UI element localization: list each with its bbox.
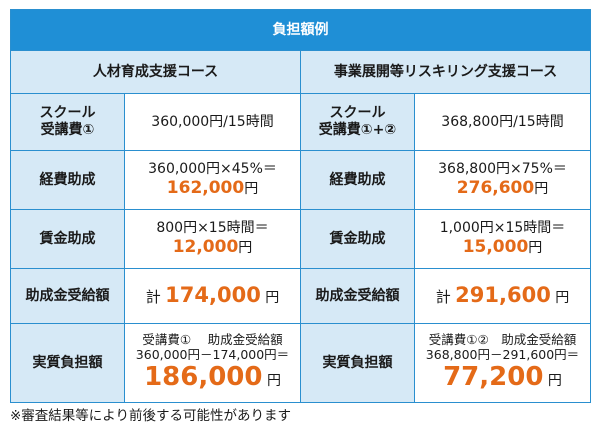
yen-unit: 円 xyxy=(244,181,259,198)
amount-text: 12,000 xyxy=(172,237,239,258)
amount-text: 174,000 xyxy=(165,283,261,308)
label-line: スクール xyxy=(39,105,96,122)
label-line: 受講費①+② xyxy=(318,122,397,138)
expense-subsidy-label-left: 経費助成 xyxy=(10,150,125,210)
cost-table: 負担額例 人材育成支援コース 事業展開等リスキリング支援コース スクール 受講費… xyxy=(10,9,591,403)
yen-unit: 円 xyxy=(238,240,253,257)
formula-text: 360,000円×45%＝ xyxy=(148,161,277,178)
expense-subsidy-value-left: 360,000円×45%＝ 162,000円 xyxy=(124,150,301,210)
table-row: 実質負担額 受講費① 助成金受給額 360,000円－174,000円＝ 186… xyxy=(10,323,591,403)
actual-burden-value-left: 受講費① 助成金受給額 360,000円－174,000円＝ 186,000 円 xyxy=(124,323,301,403)
school-fee-label-right: スクール 受講費①+② xyxy=(300,93,415,151)
yen-unit: 円 xyxy=(547,373,562,390)
school-fee-label-left: スクール 受講費① xyxy=(10,93,125,151)
table-row: 経費助成 360,000円×45%＝ 162,000円 経費助成 368,800… xyxy=(10,150,591,210)
yen-unit: 円 xyxy=(528,240,543,257)
calc-formula: 368,800円－291,600円＝ xyxy=(425,347,580,363)
amount-text: 186,000 xyxy=(144,362,263,393)
yen-unit: 円 xyxy=(555,290,570,307)
wage-subsidy-label-left: 賃金助成 xyxy=(10,209,125,269)
amount-text: 15,000 xyxy=(462,237,529,258)
calc-head: 受講費①② 助成金受給額 xyxy=(428,332,577,348)
wage-subsidy-label-right: 賃金助成 xyxy=(300,209,415,269)
actual-burden-label-left: 実質負担額 xyxy=(10,323,125,403)
yen-unit: 円 xyxy=(265,290,280,307)
label-line: スクール xyxy=(329,105,386,122)
amount-text: 291,600 xyxy=(455,283,551,308)
course-header-right: 事業展開等リスキリング支援コース xyxy=(300,50,591,94)
amount-text: 276,600 xyxy=(456,178,535,199)
table-row: スクール 受講費① 360,000円/15時間 スクール 受講費①+② 368,… xyxy=(10,93,591,151)
formula-text: 800円×15時間＝ xyxy=(156,220,269,237)
table-row: 賃金助成 800円×15時間＝ 12,000円 賃金助成 1,000円×15時間… xyxy=(10,209,591,269)
course-header-left: 人材育成支援コース xyxy=(10,50,301,94)
yen-unit: 円 xyxy=(534,181,549,198)
subsidy-total-label-right: 助成金受給額 xyxy=(300,268,415,324)
table-row: 助成金受給額 計 174,000 円 助成金受給額 計 291,600 円 xyxy=(10,268,591,324)
actual-burden-label-right: 実質負担額 xyxy=(300,323,415,403)
expense-subsidy-value-right: 368,800円×75%＝ 276,600円 xyxy=(414,150,591,210)
footnote: ※審査結果等により前後する可能性があります xyxy=(10,408,292,424)
amount-text: 77,200 xyxy=(443,362,544,393)
actual-burden-value-right: 受講費①② 助成金受給額 368,800円－291,600円＝ 77,200 円 xyxy=(414,323,591,403)
amount-text: 162,000 xyxy=(166,178,245,199)
subsidy-total-value-right: 計 291,600 円 xyxy=(414,268,591,324)
wage-subsidy-value-right: 1,000円×15時間＝ 15,000円 xyxy=(414,209,591,269)
subsidy-total-value-left: 計 174,000 円 xyxy=(124,268,301,324)
school-fee-value-left: 360,000円/15時間 xyxy=(124,93,301,151)
total-prefix: 計 xyxy=(145,288,161,307)
formula-text: 1,000円×15時間＝ xyxy=(439,220,566,237)
calc-head: 受講費① 助成金受給額 xyxy=(142,332,283,348)
calc-formula: 360,000円－174,000円＝ xyxy=(135,347,290,363)
total-prefix: 計 xyxy=(435,288,451,307)
subsidy-total-label-left: 助成金受給額 xyxy=(10,268,125,324)
school-fee-value-right: 368,800円/15時間 xyxy=(414,93,591,151)
label-line: 受講費① xyxy=(40,122,95,138)
table-title: 負担額例 xyxy=(10,9,591,51)
yen-unit: 円 xyxy=(266,373,281,390)
wage-subsidy-value-left: 800円×15時間＝ 12,000円 xyxy=(124,209,301,269)
expense-subsidy-label-right: 経費助成 xyxy=(300,150,415,210)
formula-text: 368,800円×75%＝ xyxy=(438,161,567,178)
